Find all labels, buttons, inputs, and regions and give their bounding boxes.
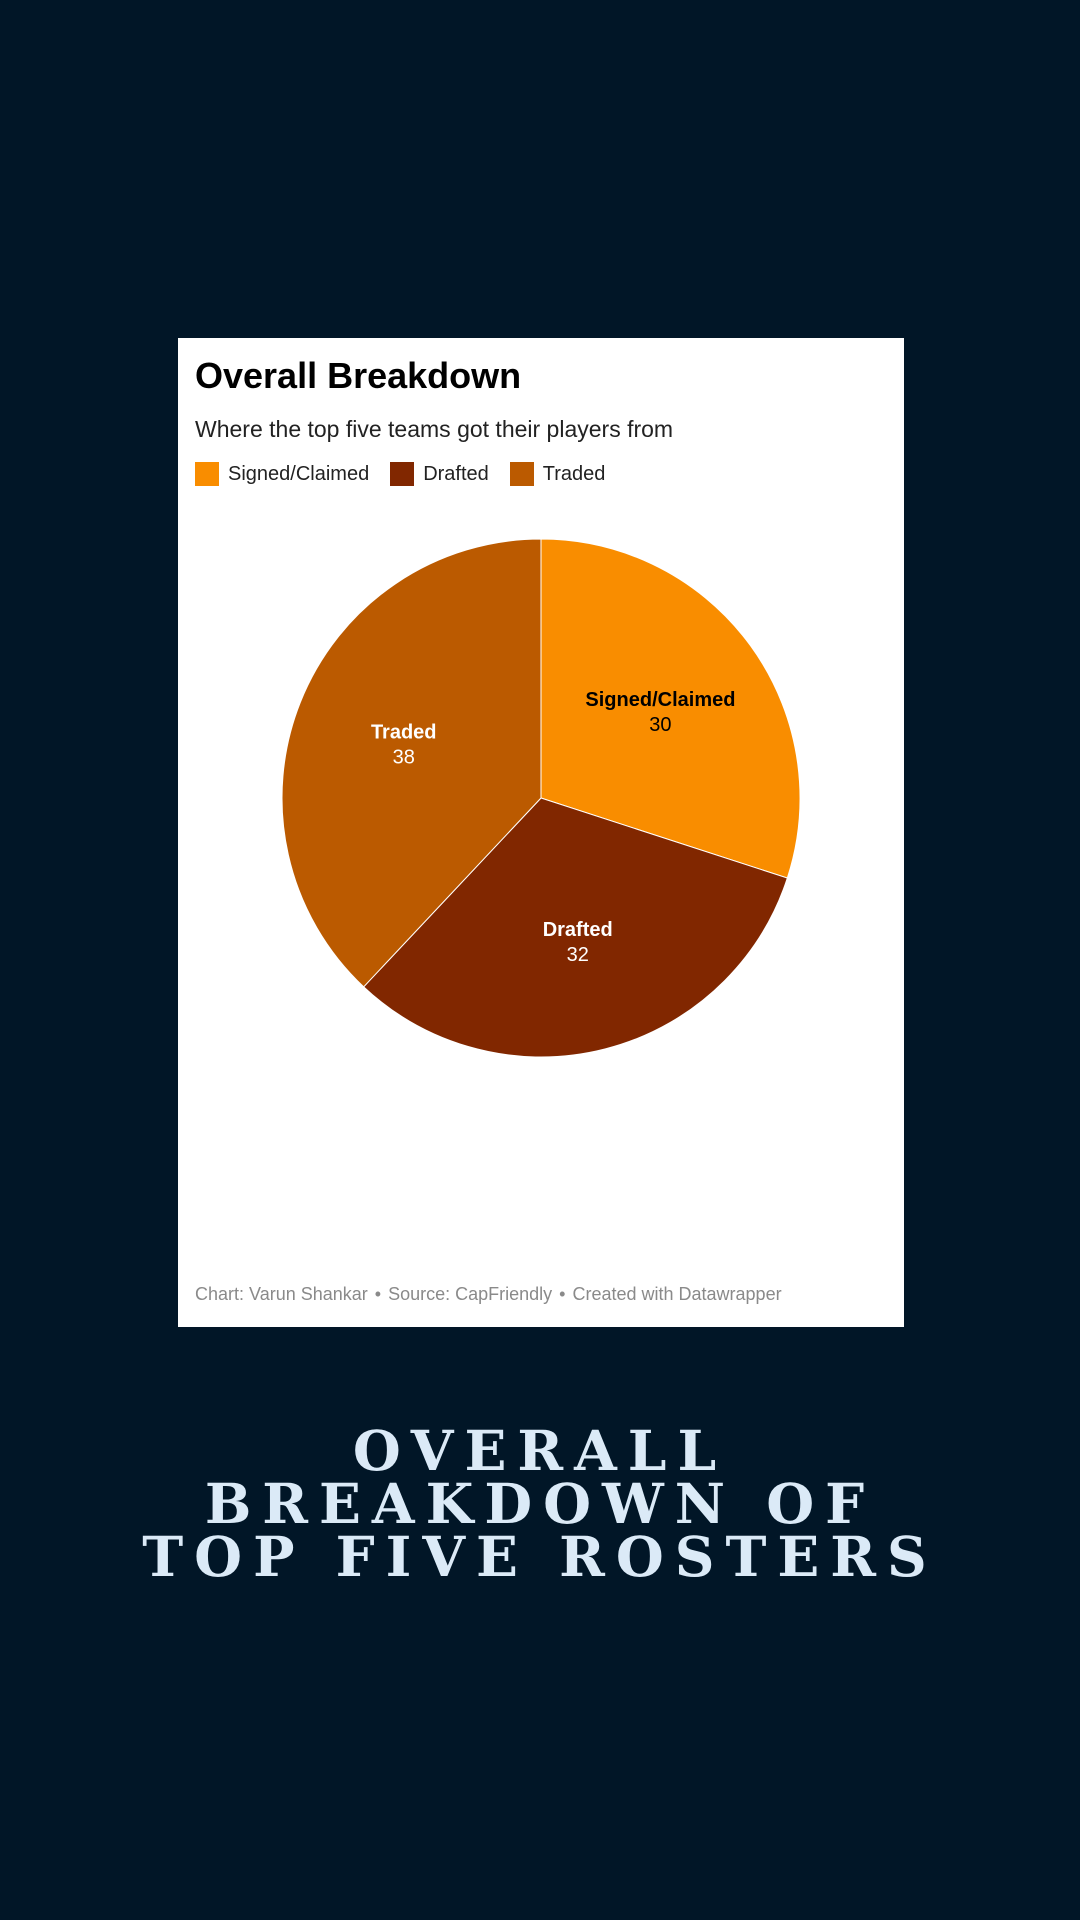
legend-item-signed-claimed: Signed/Claimed (195, 460, 369, 488)
slice-value-traded: 38 (393, 747, 415, 769)
legend-label-drafted: Drafted (423, 462, 489, 485)
slice-label-drafted: Drafted (543, 919, 613, 941)
chart-legend: Signed/Claimed Drafted Traded (195, 460, 626, 488)
slice-label-traded: Traded (371, 722, 437, 744)
chart-title: Overall Breakdown (195, 355, 522, 396)
pie-slice-signed-claimed (540, 538, 801, 879)
poster-title-line: TOP FIVE ROSTERS (142, 1524, 938, 1589)
chart-card: Overall Breakdown Where the top five tea… (178, 338, 904, 1327)
slice-value-drafted: 32 (567, 944, 589, 966)
footer-source: Source: CapFriendly (388, 1284, 553, 1304)
footer-created-with: Created with Datawrapper (572, 1284, 782, 1304)
legend-swatch-signed-claimed (195, 462, 219, 486)
legend-swatch-traded (509, 462, 534, 486)
pie-slice-traded (281, 538, 542, 988)
footer-separator: • (374, 1284, 382, 1304)
footer-separator: • (559, 1284, 566, 1304)
slice-label-signed-claimed: Signed/Claimed (585, 689, 735, 711)
poster-title: OVERALL BREAKDOWN OF TOP FIVE ROSTERS (0, 1418, 1080, 1589)
pie-chart: Signed/Claimed 30 Drafted 32 Traded 38 (281, 538, 801, 1058)
poster-title-line: BREAKDOWN OF (204, 1471, 876, 1536)
footer-chart-credit: Chart: Varun Shankar (195, 1284, 368, 1304)
slice-value-signed-claimed: 30 (649, 714, 671, 736)
chart-subtitle: Where the top five teams got their playe… (195, 416, 674, 442)
legend-swatch-drafted (390, 462, 415, 486)
legend-item-traded: Traded (509, 460, 606, 488)
legend-item-drafted: Drafted (390, 460, 489, 488)
legend-label-traded: Traded (542, 462, 606, 485)
legend-label-signed-claimed: Signed/Claimed (228, 462, 370, 485)
chart-footer: Chart: Varun Shankar • Source: CapFriendly… (195, 1284, 782, 1305)
poster-title-line: OVERALL (352, 1418, 728, 1483)
pie-slice-drafted (362, 797, 788, 1058)
